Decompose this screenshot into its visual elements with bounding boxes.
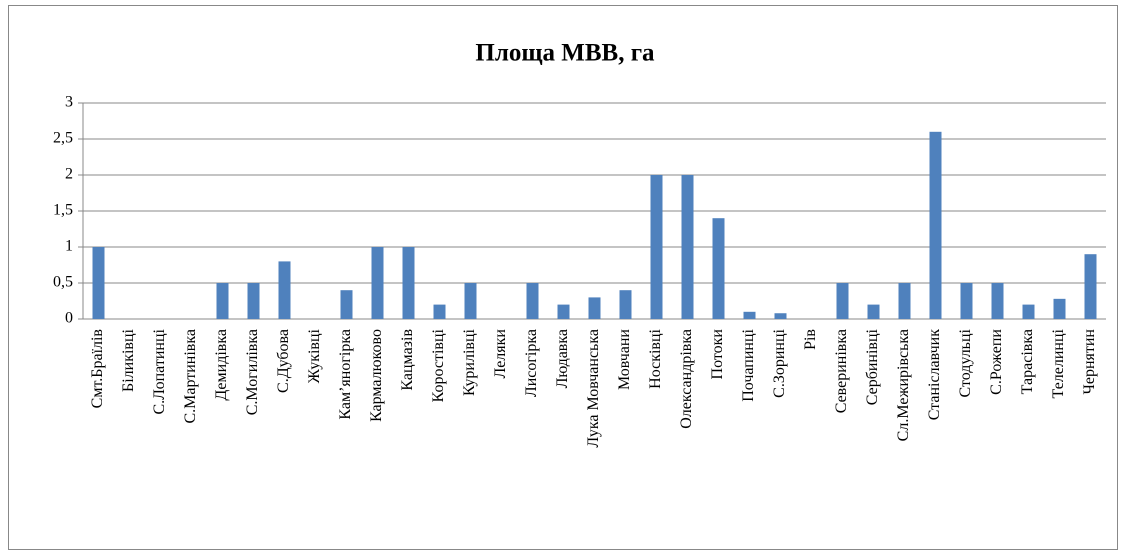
x-tick-label: Кам’яногірка <box>337 329 354 420</box>
bar <box>247 283 260 319</box>
bar <box>1053 298 1066 319</box>
y-tick-label: 2,5 <box>53 130 73 147</box>
bar <box>371 247 384 319</box>
chart-frame <box>8 5 1118 550</box>
x-tick-label: С.Могилівка <box>244 329 261 415</box>
x-tick-label: Жуківці <box>306 328 323 383</box>
x-tick-label: С.Дубова <box>275 329 292 393</box>
x-tick-label: Лисогірка <box>523 329 540 397</box>
x-tick-label: Станіславчик <box>926 329 943 421</box>
x-tick-label: Почапинці <box>740 328 757 401</box>
y-tick-label: 2 <box>65 166 73 183</box>
bar <box>619 290 632 319</box>
x-tick-label: Рів <box>802 329 819 350</box>
x-tick-label: С.Мартинівка <box>182 329 199 424</box>
x-tick-label: Северинівка <box>833 329 850 413</box>
x-tick-label: Кармалюково <box>368 329 385 422</box>
bar <box>743 311 756 319</box>
bar <box>340 290 353 319</box>
bar <box>898 283 911 319</box>
bar <box>1022 304 1035 319</box>
x-tick-label: Стодульці <box>957 328 974 397</box>
bar <box>92 247 105 319</box>
x-tick-label: С.Лопатинці <box>151 328 168 414</box>
x-tick-label: Мовчани <box>616 329 633 390</box>
x-tick-label: С.Рожепи <box>988 329 1005 395</box>
bar <box>960 283 973 319</box>
bar <box>712 218 725 319</box>
bar <box>650 175 663 319</box>
bar <box>526 283 539 319</box>
y-tick-label: 1,5 <box>53 202 73 219</box>
x-tick-label: Смт.Браїлів <box>89 329 106 409</box>
bar <box>929 131 942 319</box>
bar <box>588 297 601 319</box>
y-tick-label: 0 <box>65 310 73 327</box>
bar <box>433 304 446 319</box>
x-tick-label: Телелинці <box>1050 328 1067 398</box>
x-tick-label: Коростівці <box>430 328 447 402</box>
bar <box>867 304 880 319</box>
bar <box>402 247 415 319</box>
x-tick-label: Сербинівці <box>864 328 881 405</box>
y-tick-label: 0,5 <box>53 274 73 291</box>
x-tick-label: Сл.Межирівська <box>895 329 912 441</box>
y-tick-label: 1 <box>65 238 73 255</box>
x-tick-label: Потоки <box>709 329 726 380</box>
bar <box>557 304 570 319</box>
bar <box>681 175 694 319</box>
bar <box>1084 254 1097 319</box>
x-tick-label: Біликівці <box>120 328 137 392</box>
x-tick-label: Чернятин <box>1081 329 1098 395</box>
bar <box>836 283 849 319</box>
bar <box>774 313 787 319</box>
chart-title: Площа МВВ, га <box>475 40 655 67</box>
bar <box>278 261 291 319</box>
x-tick-label: Олександрівка <box>678 329 695 429</box>
x-tick-label: Носківці <box>647 328 664 388</box>
bar <box>216 283 229 319</box>
x-tick-label: Лука Мовчанська <box>585 329 602 448</box>
x-tick-label: Курилівці <box>461 328 478 396</box>
x-tick-label: Тарасівка <box>1019 329 1036 394</box>
x-tick-label: Леляки <box>492 329 509 379</box>
x-tick-label: Людавка <box>554 329 571 388</box>
x-tick-label: Кацмазів <box>399 329 416 391</box>
bar <box>464 283 477 319</box>
y-tick-label: 3 <box>65 94 73 111</box>
bar <box>991 283 1004 319</box>
x-tick-label: Демидівка <box>213 329 230 401</box>
x-tick-label: С.Зоринці <box>771 328 788 397</box>
